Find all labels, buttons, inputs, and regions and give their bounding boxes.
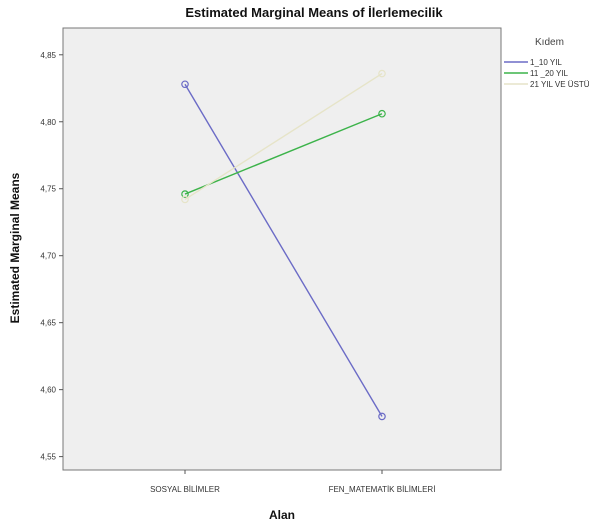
- data-point: [181, 190, 189, 198]
- y-tick-label: 4,60: [40, 386, 56, 395]
- legend-label: 11 _20 YIL: [530, 69, 569, 78]
- series-lines: [184, 72, 383, 417]
- data-point: [378, 412, 386, 421]
- y-tick-label: 4,85: [40, 51, 56, 60]
- legend: Kıdem 1_10 YIL 11 _20 YIL 21 YIL VE ÜSTÜ: [504, 37, 590, 89]
- x-tick-label: FEN_MATEMATİK BİLİMLERİ: [329, 485, 436, 494]
- legend-label: 1_10 YIL: [530, 58, 562, 67]
- y-tick-label: 4,70: [40, 252, 56, 261]
- y-axis: 4,55 4,60 4,65 4,70 4,75 4,80 4,85: [40, 51, 63, 462]
- legend-label: 21 YIL VE ÜSTÜ: [530, 80, 590, 89]
- data-point: [378, 69, 386, 78]
- y-tick-label: 4,65: [40, 319, 56, 328]
- chart-title: Estimated Marginal Means of İlerlemecili…: [185, 5, 443, 20]
- x-axis-title: Alan: [269, 508, 295, 522]
- series-line: [184, 83, 383, 417]
- x-axis: SOSYAL BİLİMLER FEN_MATEMATİK BİLİMLERİ: [150, 470, 435, 494]
- y-tick-label: 4,80: [40, 118, 56, 127]
- y-tick-label: 4,55: [40, 453, 56, 462]
- series-points: [181, 69, 386, 421]
- y-tick-label: 4,75: [40, 185, 56, 194]
- y-axis-title: Estimated Marginal Means: [8, 172, 22, 323]
- data-point: [181, 80, 189, 89]
- data-point: [378, 109, 386, 118]
- data-point: [181, 195, 189, 204]
- legend-title: Kıdem: [535, 37, 564, 48]
- series-line: [184, 113, 383, 195]
- x-tick-label: SOSYAL BİLİMLER: [150, 485, 220, 494]
- series-line: [184, 72, 383, 201]
